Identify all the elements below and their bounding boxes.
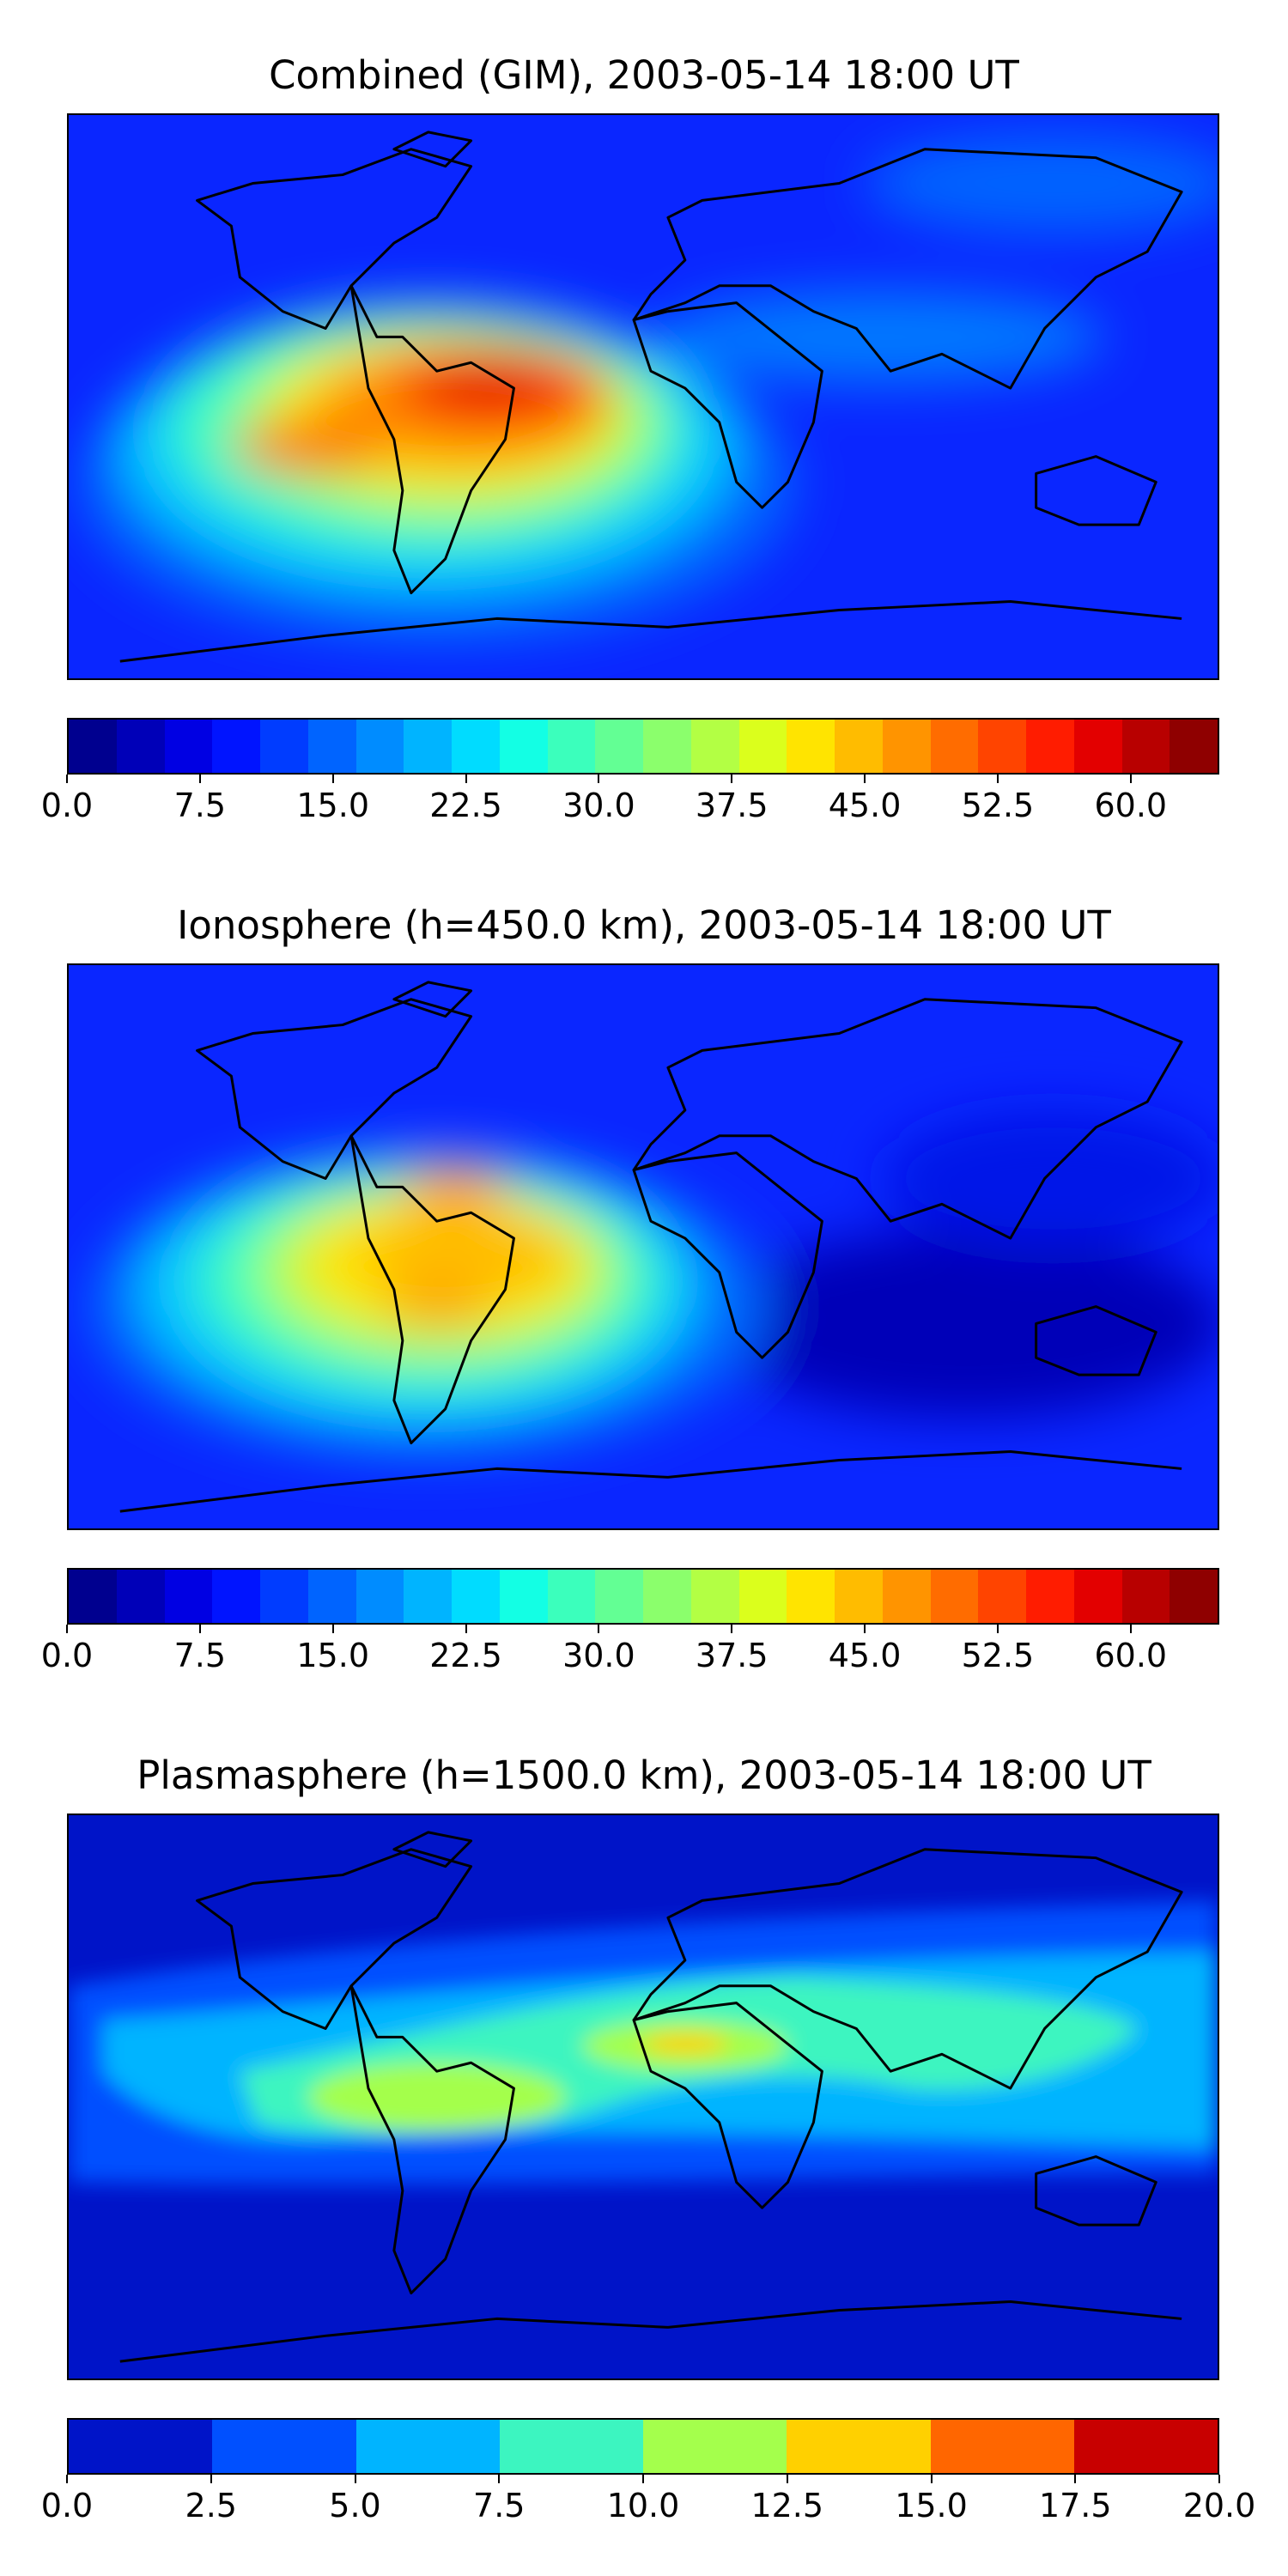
colorbar-segment — [355, 720, 404, 773]
colorbar-segment — [1073, 2420, 1218, 2473]
panel-1-title: Combined (GIM), 2003-05-14 18:00 UT — [269, 52, 1019, 98]
colorbar-tick-label: 10.0 — [606, 2487, 680, 2524]
colorbar-segment — [1073, 720, 1122, 773]
plasmasphere-tec-map — [67, 1814, 1219, 2380]
colorbar-segment — [882, 1570, 931, 1623]
colorbar-tick-label: 52.5 — [961, 787, 1035, 824]
colorbar-tick-label: 0.0 — [40, 2487, 94, 2524]
colorbar-segment — [835, 1570, 883, 1623]
colorbar-tick-label: 15.0 — [296, 1637, 369, 1674]
colorbar-segment — [547, 1570, 596, 1623]
panel-2-colorbar-ticks: 0.0 7.5 15.0 22.5 30.0 37.5 45.0 52.5 60… — [41, 1625, 1219, 1674]
colorbar-segment — [452, 1570, 500, 1623]
colorbar-tick-label: 45.0 — [828, 787, 902, 824]
panel-1-colorbar-ticks: 0.0 7.5 15.0 22.5 30.0 37.5 45.0 52.5 60… — [41, 775, 1219, 824]
colorbar-tick-label: 7.5 — [473, 2487, 526, 2524]
colorbar-segment — [1170, 1570, 1218, 1623]
colorbar-segment — [595, 720, 643, 773]
colorbar-segment — [1170, 720, 1218, 773]
panel-2-colorbar — [67, 1568, 1219, 1625]
panel-2-title: Ionosphere (h=450.0 km), 2003-05-14 18:0… — [177, 902, 1111, 948]
colorbar-tick-label: 20.0 — [1182, 2487, 1256, 2524]
colorbar-segment — [643, 720, 691, 773]
colorbar-segment — [69, 1570, 117, 1623]
colorbar-segment — [787, 2420, 931, 2473]
colorbar-tick-label: 2.5 — [185, 2487, 237, 2524]
colorbar-segment — [452, 720, 500, 773]
colorbar-segment — [164, 720, 213, 773]
colorbar-segment — [260, 1570, 308, 1623]
colorbar-segment — [978, 720, 1026, 773]
colorbar-segment — [882, 720, 931, 773]
colorbar-tick-label: 37.5 — [695, 787, 769, 824]
combined-tec-map — [67, 113, 1219, 680]
colorbar-segment — [690, 720, 739, 773]
colorbar-segment — [738, 720, 787, 773]
colorbar-tick-label: 5.0 — [329, 2487, 381, 2524]
colorbar-segment — [787, 720, 835, 773]
colorbar-tick-label: 60.0 — [1094, 787, 1168, 824]
colorbar-tick-label: 22.5 — [429, 1637, 502, 1674]
colorbar-segment — [930, 2420, 1074, 2473]
colorbar-segment — [1026, 1570, 1074, 1623]
colorbar-tick-label: 60.0 — [1094, 1637, 1168, 1674]
colorbar-segment — [643, 1570, 691, 1623]
panel-3-colorbar-ticks: 0.0 2.5 5.0 7.5 10.0 12.5 15.0 17.5 20.0 — [41, 2475, 1255, 2524]
colorbar-tick-label: 17.5 — [1038, 2487, 1112, 2524]
colorbar-segment — [404, 1570, 452, 1623]
ionosphere-tec-map — [67, 963, 1219, 1530]
colorbar-segment — [355, 1570, 404, 1623]
colorbar-segment — [116, 1570, 165, 1623]
colorbar-segment — [212, 2420, 356, 2473]
colorbar-segment — [930, 720, 979, 773]
colorbar-segment — [260, 720, 308, 773]
colorbar-segment — [1073, 1570, 1122, 1623]
colorbar-segment — [978, 1570, 1026, 1623]
colorbar-segment — [116, 720, 165, 773]
colorbar-tick-label: 15.0 — [296, 787, 369, 824]
colorbar-segment — [835, 720, 883, 773]
colorbar-segment — [643, 2420, 787, 2473]
colorbar-segment — [307, 720, 356, 773]
colorbar-segment — [690, 1570, 739, 1623]
colorbar-tick-label: 15.0 — [895, 2487, 968, 2524]
colorbar-segment — [1121, 720, 1170, 773]
colorbar-segment — [499, 2420, 643, 2473]
colorbar-segment — [212, 720, 260, 773]
colorbar-tick-label: 30.0 — [562, 1637, 635, 1674]
colorbar-tick-label: 37.5 — [695, 1637, 769, 1674]
colorbar-segment — [355, 2420, 500, 2473]
colorbar-tick-label: 0.0 — [40, 1637, 94, 1674]
panel-1-colorbar — [67, 718, 1219, 775]
panel-3-colorbar — [67, 2418, 1219, 2475]
colorbar-segment — [404, 720, 452, 773]
colorbar-segment — [738, 1570, 787, 1623]
colorbar-tick-label: 45.0 — [828, 1637, 902, 1674]
colorbar-tick-label: 7.5 — [173, 787, 227, 824]
colorbar-segment — [307, 1570, 356, 1623]
colorbar-tick-label: 22.5 — [429, 787, 502, 824]
colorbar-segment — [69, 720, 117, 773]
colorbar-segment — [1026, 720, 1074, 773]
colorbar-segment — [499, 720, 548, 773]
colorbar-tick-label: 12.5 — [750, 2487, 824, 2524]
colorbar-segment — [1121, 1570, 1170, 1623]
panel-3-title: Plasmasphere (h=1500.0 km), 2003-05-14 1… — [137, 1753, 1151, 1798]
colorbar-tick-label: 0.0 — [40, 787, 94, 824]
colorbar-segment — [595, 1570, 643, 1623]
colorbar-segment — [787, 1570, 835, 1623]
colorbar-segment — [499, 1570, 548, 1623]
colorbar-tick-label: 7.5 — [173, 1637, 227, 1674]
colorbar-segment — [547, 720, 596, 773]
colorbar-tick-label: 30.0 — [562, 787, 635, 824]
colorbar-segment — [164, 1570, 213, 1623]
colorbar-segment — [212, 1570, 260, 1623]
colorbar-tick-label: 52.5 — [961, 1637, 1035, 1674]
colorbar-segment — [930, 1570, 979, 1623]
colorbar-segment — [69, 2420, 213, 2473]
